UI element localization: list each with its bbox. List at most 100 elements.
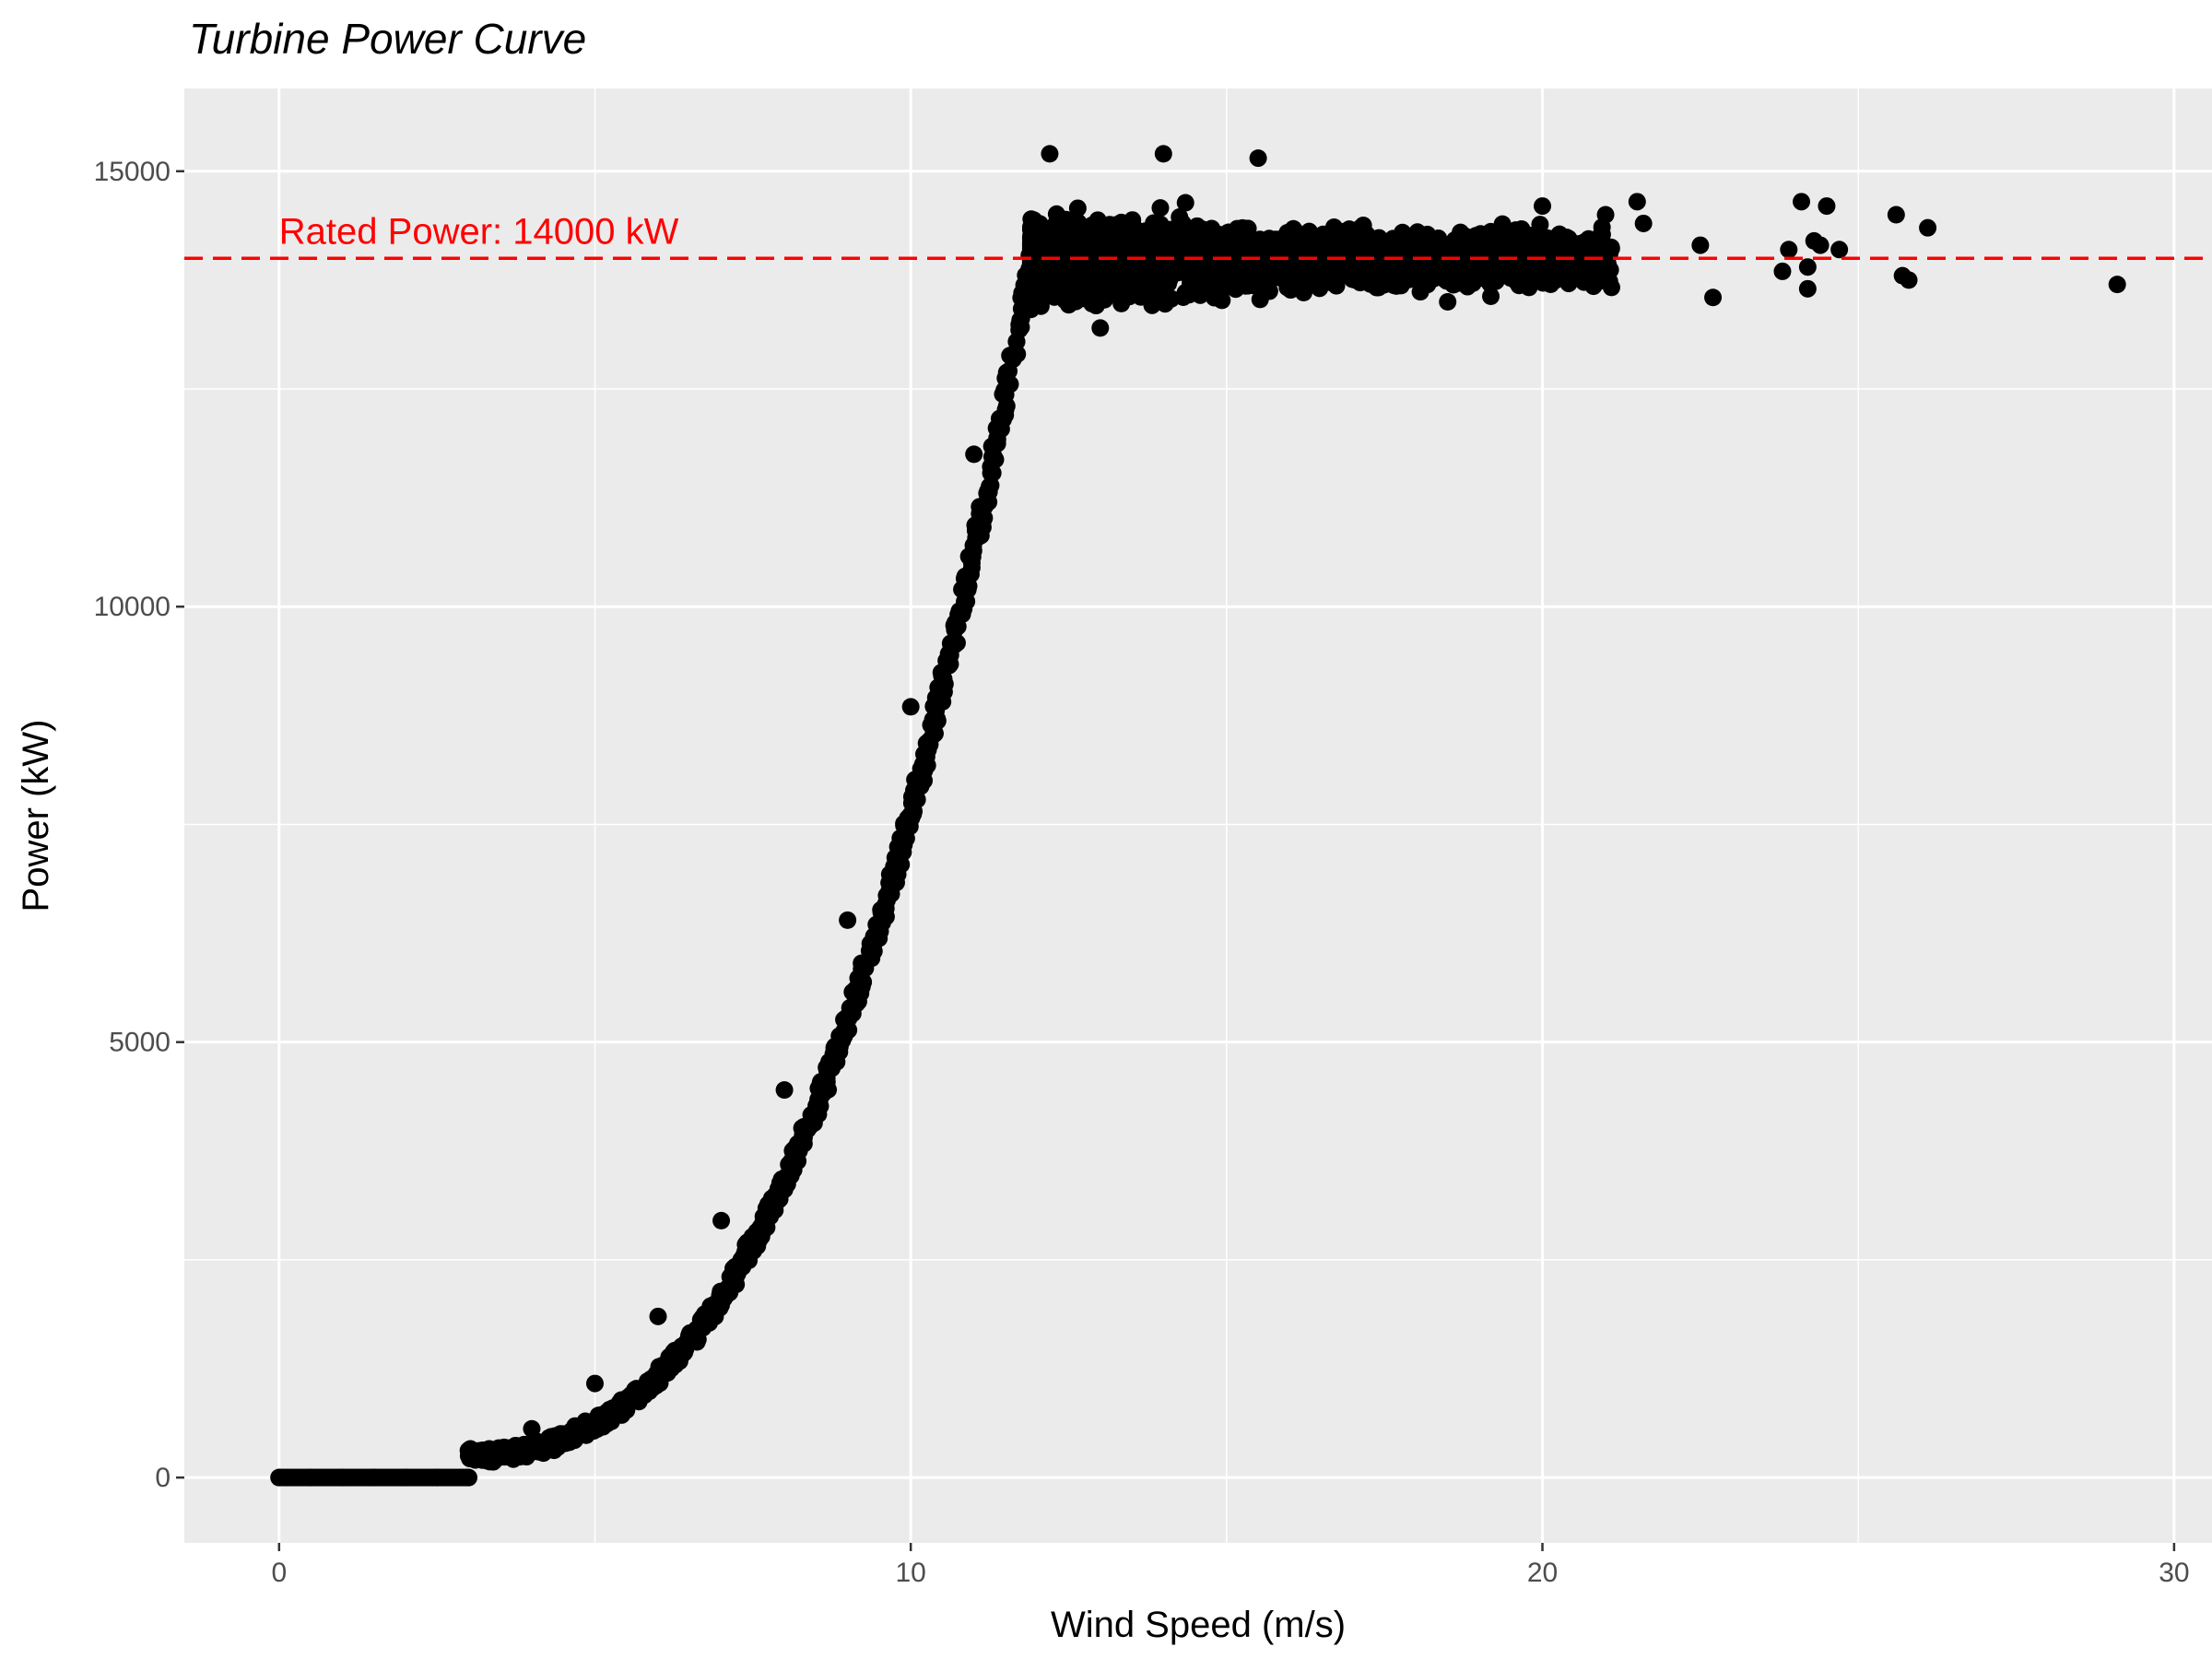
data-point — [1704, 288, 1723, 307]
data-point — [935, 670, 953, 688]
y-tick-label: 0 — [155, 1463, 171, 1493]
data-point — [1534, 197, 1552, 216]
data-point — [947, 634, 966, 653]
data-point — [1213, 263, 1231, 281]
data-point — [1453, 253, 1472, 271]
data-point — [1634, 214, 1653, 232]
data-point — [649, 1307, 667, 1325]
data-point — [333, 1468, 351, 1487]
data-point — [1335, 222, 1353, 241]
data-point — [1830, 241, 1849, 259]
y-axis-ticks: 0 5000 10000 15000 — [94, 157, 184, 1493]
data-point — [1524, 241, 1543, 259]
data-points — [270, 145, 2126, 1487]
data-point — [1287, 257, 1305, 276]
data-point — [839, 911, 857, 929]
data-point — [1793, 193, 1811, 211]
data-point — [965, 445, 983, 464]
data-point — [1628, 193, 1646, 211]
data-point — [1029, 236, 1047, 254]
data-point — [1531, 216, 1549, 234]
data-point — [1439, 293, 1457, 312]
data-point — [1140, 234, 1159, 253]
data-point — [986, 451, 1005, 469]
data-point — [1367, 256, 1385, 275]
data-point — [1221, 247, 1240, 265]
x-axis-ticks: 0 10 20 30 — [271, 1543, 2190, 1588]
data-point — [1382, 269, 1400, 288]
data-point — [1213, 291, 1231, 310]
y-tick-label: 10000 — [94, 592, 171, 622]
data-point — [1176, 194, 1194, 212]
data-point — [1248, 256, 1266, 275]
data-point — [1194, 225, 1212, 243]
data-point — [1077, 219, 1096, 238]
chart-title: Turbine Power Curve — [189, 15, 586, 63]
data-point — [1418, 236, 1436, 254]
data-point — [1231, 232, 1250, 251]
data-point — [1593, 225, 1611, 243]
data-point — [1119, 280, 1137, 299]
data-point — [775, 1081, 794, 1100]
x-tick-label: 30 — [2159, 1558, 2189, 1588]
data-point — [301, 1468, 320, 1487]
data-point — [1368, 278, 1386, 297]
minor-gridlines — [184, 88, 2212, 1543]
data-point — [1691, 236, 1710, 254]
data-point — [1073, 277, 1091, 296]
data-point — [1170, 217, 1188, 235]
x-axis-title: Wind Speed (m/s) — [1051, 1605, 1346, 1645]
data-point — [1780, 241, 1798, 259]
data-point — [1134, 264, 1152, 282]
data-point — [1482, 288, 1500, 306]
data-point — [1481, 222, 1500, 241]
data-point — [1322, 261, 1340, 279]
data-point — [1117, 233, 1135, 252]
data-point — [1371, 241, 1389, 260]
data-point — [1405, 252, 1423, 270]
data-point — [1284, 238, 1302, 256]
data-point — [1143, 296, 1161, 314]
data-point — [1096, 222, 1114, 241]
data-point — [1240, 269, 1258, 288]
x-tick-label: 10 — [895, 1558, 925, 1588]
data-point — [1591, 272, 1609, 290]
data-point — [1022, 272, 1041, 290]
data-point — [1919, 218, 1937, 237]
data-point — [1773, 262, 1792, 280]
data-point — [1798, 279, 1817, 298]
data-point — [1068, 199, 1087, 218]
data-point — [365, 1468, 383, 1487]
data-point — [1100, 238, 1119, 256]
data-point — [1354, 216, 1372, 234]
data-point — [1041, 145, 1059, 163]
data-point — [1503, 256, 1522, 275]
data-point — [585, 1374, 604, 1393]
data-point — [1818, 197, 1836, 216]
data-point — [428, 1468, 446, 1487]
plot-panel — [184, 88, 2212, 1543]
data-point — [396, 1468, 415, 1487]
data-point — [996, 401, 1015, 419]
data-point — [1154, 145, 1172, 163]
data-point — [1560, 267, 1579, 286]
data-point — [1294, 284, 1312, 302]
data-point — [1092, 270, 1111, 288]
data-point — [1567, 242, 1585, 261]
data-point — [270, 1468, 288, 1487]
data-point — [1545, 243, 1563, 262]
y-tick-label: 15000 — [94, 157, 171, 187]
major-gridlines — [184, 88, 2212, 1543]
data-point — [1050, 233, 1068, 252]
data-point — [901, 698, 920, 716]
data-point — [1343, 260, 1361, 278]
y-axis-title: Power (kW) — [16, 720, 56, 912]
data-point — [1900, 271, 1918, 289]
data-point — [1479, 261, 1498, 279]
data-point — [1547, 267, 1566, 286]
x-tick-label: 0 — [271, 1558, 287, 1588]
data-point — [712, 1211, 731, 1230]
data-point — [1151, 199, 1170, 218]
data-point — [1028, 288, 1046, 306]
